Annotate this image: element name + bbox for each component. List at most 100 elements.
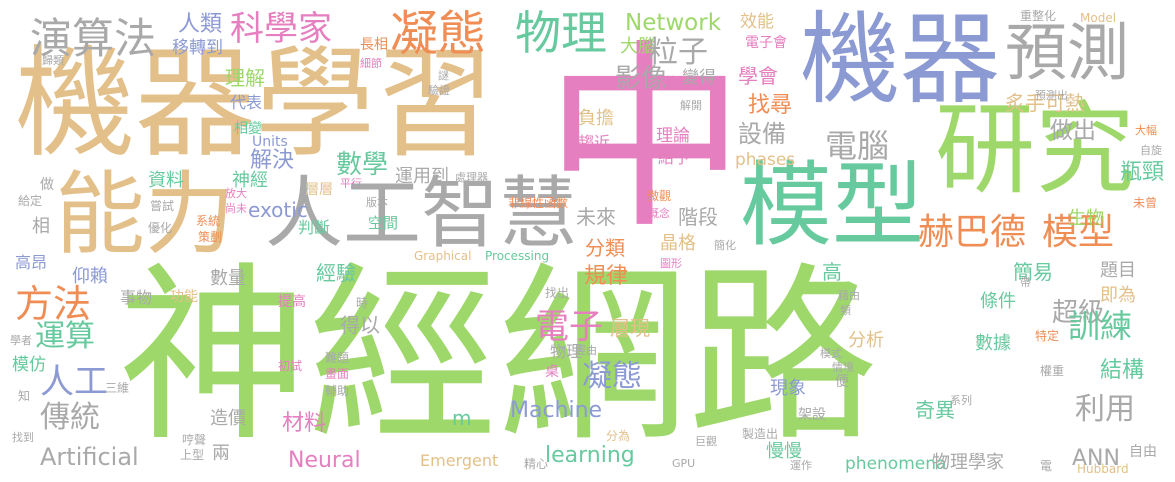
cloud-word: 模型 xyxy=(740,152,925,259)
cloud-word: 策劃 xyxy=(198,230,223,244)
cloud-word: 事物 xyxy=(120,288,153,307)
cloud-word: 分類 xyxy=(585,236,625,260)
cloud-word: 高昂 xyxy=(15,253,48,272)
cloud-word: Graphical xyxy=(414,249,472,263)
cloud-word: 訓練 xyxy=(1068,307,1133,345)
cloud-word: 解決 xyxy=(250,148,295,173)
cloud-word: 數學 xyxy=(336,150,389,180)
cloud-word: 非線性函數 xyxy=(508,196,569,210)
cloud-word: 人工智慧 xyxy=(265,169,578,259)
cloud-word: 優化 xyxy=(148,221,173,235)
cloud-word: 相變 xyxy=(234,121,262,137)
cloud-word: 給予 xyxy=(658,148,691,167)
cloud-word: 圖形 xyxy=(660,257,682,270)
cloud-word: Neural xyxy=(288,448,361,473)
cloud-word: 概念 xyxy=(648,207,670,220)
cloud-word: 數據 xyxy=(975,333,1011,354)
cloud-word: 長相 xyxy=(360,37,388,53)
cloud-word: 晶格 xyxy=(660,233,696,254)
cloud-word: 生物 xyxy=(1068,208,1104,229)
cloud-word: 凝態 xyxy=(390,6,487,62)
cloud-word: 未來 xyxy=(576,205,616,229)
cloud-word: learning xyxy=(545,443,635,468)
cloud-word: 相 xyxy=(32,216,50,237)
cloud-word: 運算 xyxy=(35,319,95,354)
cloud-word: 功能 xyxy=(170,289,198,305)
cloud-word: 能力 xyxy=(55,162,235,267)
cloud-word: 機器學習 xyxy=(15,35,495,174)
cloud-word: 科學家 xyxy=(230,9,332,49)
cloud-word: 自旋 xyxy=(1140,144,1162,157)
cloud-word: 凝態 xyxy=(582,359,642,394)
cloud-word: 研究 xyxy=(935,91,1135,208)
cloud-word: Artificial xyxy=(40,443,139,471)
cloud-word: 炙手可熱 xyxy=(1005,91,1085,115)
cloud-word: 設備 xyxy=(738,120,786,148)
cloud-word: Processing xyxy=(485,249,550,263)
cloud-word: 方法 xyxy=(15,282,92,326)
cloud-word: 簡化 xyxy=(714,239,736,252)
cloud-word: 移轉到 xyxy=(172,38,223,58)
cloud-word: 解開 xyxy=(680,99,702,112)
cloud-word: 電腦 xyxy=(825,127,890,165)
cloud-word: Hubbard xyxy=(1077,462,1129,476)
cloud-word: 分為 xyxy=(606,429,631,443)
cloud-word: 即為 xyxy=(1100,285,1136,306)
cloud-word: 提高 xyxy=(278,294,306,310)
cloud-word: 運用到 xyxy=(395,166,449,187)
cloud-word: 便 xyxy=(835,374,849,390)
cloud-word: phenomena xyxy=(845,454,947,474)
cloud-word: 版本 xyxy=(366,196,388,209)
cloud-word: Units xyxy=(252,134,288,150)
cloud-word: 規律 xyxy=(584,264,629,289)
cloud-word: 時 xyxy=(356,296,369,310)
cloud-word: 數量 xyxy=(210,268,246,289)
cloud-word: 大幅 xyxy=(1135,124,1157,137)
cloud-word: 嘗試 xyxy=(150,199,175,213)
cloud-word: phases xyxy=(735,150,796,170)
cloud-word: 系統 xyxy=(196,214,221,228)
cloud-word: 奇異 xyxy=(915,398,955,422)
cloud-word: 找出 xyxy=(545,286,570,300)
cloud-word: 兩 xyxy=(212,443,230,464)
cloud-word: 模型 xyxy=(1042,212,1115,253)
cloud-word: 運作 xyxy=(790,459,812,472)
cloud-word: 理解 xyxy=(225,66,265,90)
cloud-word: 造價 xyxy=(210,408,246,429)
cloud-word: 階段 xyxy=(678,205,718,229)
cloud-word: 物理 xyxy=(515,6,607,60)
cloud-word: 瓶頸 xyxy=(1120,160,1165,185)
cloud-word: 超級 xyxy=(1052,298,1105,328)
cloud-word: 高 xyxy=(822,260,842,284)
cloud-word: 情境 xyxy=(832,361,854,374)
cloud-word: 精心 xyxy=(524,457,549,471)
cloud-word: 電子 xyxy=(535,307,603,347)
cloud-word: 物理學家 xyxy=(932,452,1004,473)
cloud-word: 謎 xyxy=(438,69,449,82)
cloud-word: ANN xyxy=(1072,446,1120,471)
cloud-word: 電 xyxy=(1040,459,1053,473)
cloud-word: 模仿 xyxy=(12,355,46,375)
cloud-word: 大腦 xyxy=(620,36,656,57)
cloud-word: 類 xyxy=(840,304,851,317)
cloud-word: 物理 xyxy=(550,342,583,361)
cloud-word: Machine xyxy=(510,398,603,423)
cloud-word: 細節 xyxy=(360,57,382,70)
cloud-word: 帶 xyxy=(1020,276,1031,289)
cloud-word: 演算法 xyxy=(30,14,157,63)
cloud-word: 代表 xyxy=(230,93,263,112)
cloud-word: 做出 xyxy=(1050,118,1096,144)
cloud-word: 未曾 xyxy=(1133,196,1158,210)
cloud-word: 計算 xyxy=(655,75,677,88)
cloud-word: 模式 xyxy=(820,347,842,360)
cloud-word: 架設 xyxy=(798,407,826,423)
cloud-word: 題目 xyxy=(1100,260,1136,281)
cloud-word: 上型 xyxy=(180,448,205,462)
cloud-word: 人工 xyxy=(40,362,108,402)
cloud-word: exotic xyxy=(248,198,308,222)
cloud-word: 處理器 xyxy=(455,171,488,184)
cloud-word: 理論 xyxy=(656,126,690,146)
cloud-word: 機器 xyxy=(800,1,1000,118)
cloud-word: 結構 xyxy=(1100,358,1145,383)
cloud-word: Model xyxy=(1080,11,1117,25)
